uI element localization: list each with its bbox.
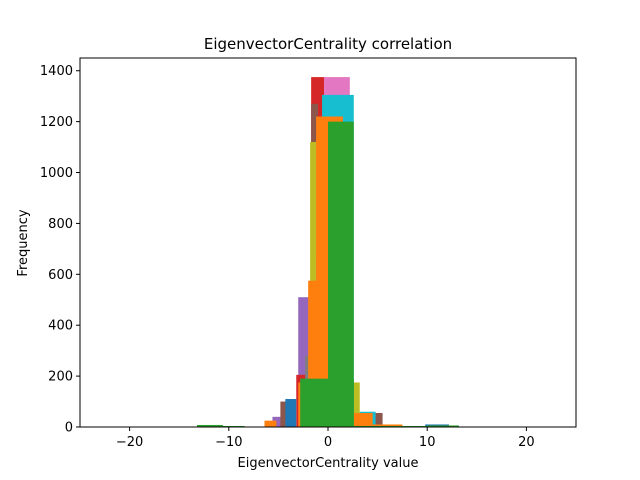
histogram-bar — [222, 425, 245, 427]
histogram-bar — [427, 425, 459, 427]
x-axis-ticks: −20 −10 0 10 20 — [116, 427, 535, 450]
histogram-bar — [308, 280, 319, 427]
x-tick-label: −10 — [215, 435, 242, 450]
histogram-bar — [353, 413, 373, 427]
histogram-bar — [374, 413, 383, 427]
x-tick-label: 20 — [518, 435, 535, 450]
chart-title: EigenvectorCentrality correlation — [204, 35, 452, 53]
x-axis-label: EigenvectorCentrality value — [238, 456, 419, 471]
y-tick-label: 800 — [48, 217, 73, 232]
histogram-bar — [272, 416, 285, 427]
histogram-bar — [353, 425, 428, 427]
y-tick-label: 1200 — [40, 115, 73, 130]
histogram-bar — [264, 420, 277, 427]
y-axis-label: Frequency — [16, 209, 31, 276]
histogram-bar — [197, 424, 223, 427]
y-tick-label: 0 — [65, 421, 73, 436]
histogram-bar — [285, 399, 297, 427]
x-tick-label: 10 — [419, 435, 436, 450]
y-tick-label: 1400 — [40, 64, 73, 79]
y-tick-label: 1000 — [40, 166, 73, 181]
x-tick-label: −20 — [116, 435, 143, 450]
bars-layer — [197, 77, 459, 428]
histogram-series-9 — [197, 121, 459, 428]
y-tick-label: 200 — [48, 370, 73, 385]
histogram-bar — [328, 121, 354, 428]
histogram-bar — [372, 424, 403, 427]
y-axis-ticks: 0 200 400 600 800 1000 1200 1400 — [40, 64, 80, 436]
x-tick-label: 0 — [324, 435, 332, 450]
y-tick-label: 600 — [48, 268, 73, 283]
y-tick-label: 400 — [48, 319, 73, 334]
